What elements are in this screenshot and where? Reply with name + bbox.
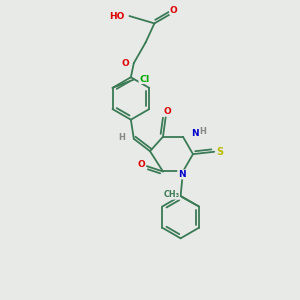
Text: O: O: [122, 58, 129, 68]
Text: H: H: [118, 133, 125, 142]
Text: Cl: Cl: [139, 74, 149, 83]
Text: O: O: [138, 160, 145, 169]
Text: S: S: [216, 147, 223, 157]
Text: N: N: [191, 129, 199, 138]
Text: CH₃: CH₃: [164, 190, 179, 199]
Text: N: N: [178, 170, 185, 179]
Text: O: O: [164, 107, 171, 116]
Text: H: H: [199, 127, 206, 136]
Text: HO: HO: [110, 11, 125, 20]
Text: O: O: [170, 6, 177, 15]
